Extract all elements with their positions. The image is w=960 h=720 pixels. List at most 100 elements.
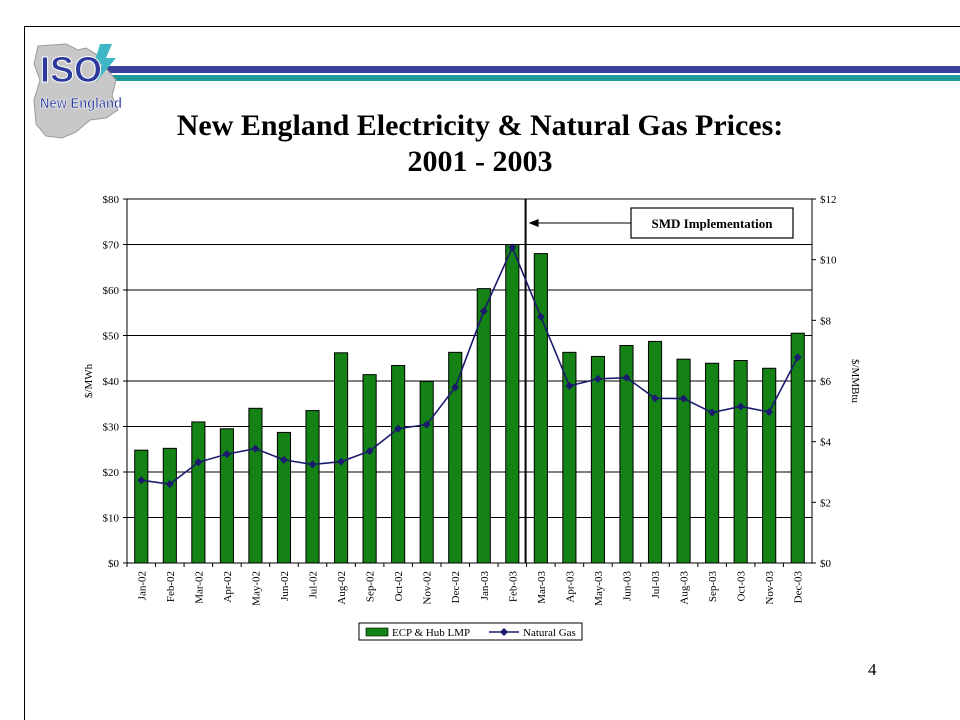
x-tick-label: May-03 (593, 571, 605, 606)
bar-ecp-hub-lmp (248, 407, 263, 564)
x-tick-label: Jun-02 (279, 571, 291, 601)
point-natural-gas (165, 480, 174, 489)
callout-arrow-head (528, 219, 539, 227)
iso-new-england-logo: ISO New England (33, 43, 123, 139)
x-tick-label: Apr-02 (222, 571, 234, 603)
bar-ecp-hub-lmp (219, 428, 234, 564)
y-tick-label: $80 (103, 194, 120, 206)
new-england-map-icon (33, 43, 119, 139)
point-natural-gas (679, 394, 688, 403)
smd-implementation-label: SMD Implementation (652, 216, 774, 231)
y2-tick-label: $0 (820, 558, 832, 570)
x-tick-label: Oct-03 (736, 571, 748, 602)
bar-ecp-hub-lmp (362, 374, 377, 564)
x-tick-label: Dec-03 (793, 571, 805, 604)
point-natural-gas (536, 312, 545, 321)
header-stripe-blue (40, 66, 960, 73)
bar-ecp-hub-lmp (647, 340, 663, 564)
bar-ecp-hub-lmp (191, 421, 206, 564)
bar-ecp-hub-lmp (134, 449, 149, 564)
y2-tick-label: $4 (820, 437, 832, 449)
point-natural-gas (708, 408, 717, 417)
y2-tick-label: $6 (820, 376, 832, 388)
bar-ecp-hub-lmp (676, 358, 691, 564)
x-tick-label: Nov-03 (764, 571, 776, 605)
bar-ecp-hub-lmp (590, 355, 606, 564)
bar-ecp-hub-lmp (419, 380, 434, 564)
x-tick-label: Jan-02 (136, 571, 148, 600)
bar-ecp-hub-lmp (733, 360, 748, 564)
y2-tick-label: $8 (820, 315, 832, 327)
legend-swatch-ecp-hub-lmp (365, 627, 389, 637)
slide-title-line-1: New England Electricity & Natural Gas Pr… (176, 109, 784, 142)
x-tick-label: Aug-03 (679, 571, 691, 605)
point-natural-gas (793, 353, 802, 362)
x-tick-label: Sep-02 (365, 571, 377, 602)
x-tick-label: Feb-03 (507, 571, 519, 603)
point-natural-gas (451, 383, 460, 392)
point-natural-gas (222, 450, 231, 459)
x-tick-label: Sep-03 (707, 571, 719, 603)
y-tick-label: $30 (103, 422, 120, 434)
slide-title-line-2: 2001 - 2003 (407, 145, 553, 178)
point-natural-gas (308, 460, 317, 469)
legend-marker-natural-gas (500, 628, 508, 636)
y-tick-label: $60 (103, 285, 120, 297)
bar-ecp-hub-lmp (762, 367, 777, 564)
y-tick-label: $70 (103, 240, 120, 252)
x-tick-label: May-02 (250, 571, 262, 606)
x-tick-label: Aug-02 (336, 571, 348, 605)
point-natural-gas (765, 407, 774, 416)
y-tick-label: $0 (108, 558, 120, 570)
lightning-bolt-icon (94, 44, 116, 82)
x-tick-label: Nov-02 (422, 571, 434, 605)
point-natural-gas (593, 374, 602, 383)
x-tick-label: Jun-03 (621, 571, 633, 601)
point-natural-gas (279, 455, 288, 464)
bar-ecp-hub-lmp (705, 362, 720, 564)
slide-title: New England Electricity & Natural Gas Pr… (0, 108, 960, 180)
point-natural-gas (365, 447, 374, 456)
logo-wordmark-iso: ISO (40, 49, 103, 91)
point-natural-gas (736, 402, 745, 411)
logo-wordmark-new-england: New England (40, 95, 123, 113)
bar-ecp-hub-lmp (305, 410, 320, 564)
bar-ecp-hub-lmp (619, 345, 634, 564)
x-tick-label: Mar-03 (536, 571, 548, 604)
bar-ecp-hub-lmp (790, 332, 805, 564)
x-tick-label: Feb-02 (165, 571, 177, 602)
point-natural-gas (508, 243, 517, 252)
slide-border-left (24, 26, 25, 720)
bar-ecp-hub-lmp (162, 447, 177, 564)
legend-box (358, 622, 583, 641)
point-natural-gas (394, 424, 403, 433)
point-natural-gas (251, 444, 260, 453)
y2-tick-label: $12 (820, 194, 837, 206)
point-natural-gas (565, 381, 574, 390)
x-tick-label: Mar-02 (193, 571, 205, 604)
point-natural-gas (651, 394, 660, 403)
point-natural-gas (137, 476, 146, 485)
y2-axis-title: $/MMBtu (849, 359, 861, 404)
bar-ecp-hub-lmp (562, 351, 577, 564)
y2-tick-label: $2 (820, 497, 831, 509)
y-tick-label: $40 (103, 376, 120, 388)
logo-text-iso: ISO (40, 49, 102, 90)
bar-ecp-hub-lmp (448, 351, 463, 564)
smd-implementation-callout (630, 207, 794, 239)
x-tick-label: Jul-03 (650, 571, 662, 599)
bar-ecp-hub-lmp (533, 253, 548, 564)
bar-ecp-hub-lmp (391, 365, 406, 564)
x-tick-label: Apr-03 (564, 571, 576, 603)
bar-ecp-hub-lmp (505, 244, 520, 564)
y2-tick-label: $10 (820, 255, 837, 267)
x-tick-label: Jul-02 (308, 571, 320, 599)
line-natural-gas (141, 245, 799, 485)
header-stripe-teal (40, 75, 960, 81)
point-natural-gas (194, 458, 203, 467)
point-natural-gas (622, 373, 631, 382)
y-axis-title: $/MWh (83, 363, 95, 398)
page-number: 4 (868, 660, 877, 679)
point-natural-gas (422, 420, 431, 429)
